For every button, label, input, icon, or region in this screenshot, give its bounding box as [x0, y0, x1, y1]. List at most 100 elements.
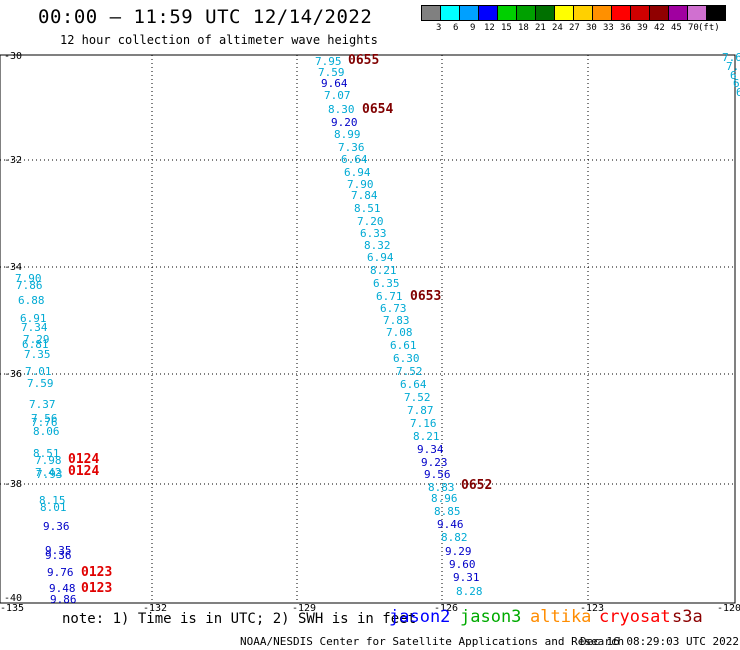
legend-label: 18 [518, 23, 529, 33]
legend-label: 24 [552, 23, 563, 33]
wave-height-value: 9.76 [47, 566, 74, 579]
pass-time-label: 0652 [461, 478, 493, 493]
wave-height-value: 7.52 [396, 365, 423, 378]
map-title: 00:00 — 11:59 UTC 12/14/2022 [38, 6, 373, 28]
latitude-tick-label: -40 [4, 593, 23, 604]
latitude-tick-label: -36 [4, 369, 23, 380]
legend-swatch [440, 5, 460, 21]
wave-height-value: 9.35 [45, 544, 72, 557]
legend-swatch [478, 5, 498, 21]
wave-height-value: 7.29 [23, 333, 50, 346]
legend-label: 12 [484, 23, 495, 33]
legend-label: 3 [436, 23, 442, 33]
wave-height-value: 9.46 [437, 518, 464, 531]
legend-unit: (ft) [698, 23, 720, 33]
wave-height-value: 7.37 [29, 398, 56, 411]
wave-height-value: 7.16 [410, 417, 437, 430]
legend-swatch [649, 5, 669, 21]
longitude-tick-label: -123 [580, 603, 605, 614]
longitude-tick-label: -120 [717, 603, 740, 614]
wave-height-value: 7.93 [36, 468, 63, 481]
wave-height-value: 8.83 [428, 481, 455, 494]
wave-height-value: 7.90 [347, 178, 374, 191]
map-subtitle: 12 hour collection of altimeter wave hei… [60, 33, 378, 47]
legend-label: 70 [688, 23, 699, 33]
wave-height-value: 7.59 [318, 66, 345, 79]
legend-swatch [421, 5, 441, 21]
wave-height-value: 7.6 [722, 51, 740, 64]
wave-height-value: 6.94 [344, 166, 371, 179]
legend-swatch [535, 5, 555, 21]
wave-height-value: 6 [733, 77, 740, 90]
wave-height-value: 9.64 [321, 77, 348, 90]
wave-height-value: 9.48 [49, 582, 76, 595]
credit-line: NOAA/NESDIS Center for Satellite Applica… [240, 635, 625, 648]
wave-height-value: 7.34 [21, 321, 48, 334]
wave-height-value: 8.15 [39, 494, 66, 507]
wave-height-value: 6.91 [20, 312, 47, 325]
legend-labels: 3 6 9 12 15 18 21 24 27 30 33 36 39 42 45 70 (ft) [422, 21, 726, 33]
wave-height-value: 8.21 [413, 430, 440, 443]
wave-height-value: 7.36 [338, 141, 365, 154]
wave-height-value: 7.20 [357, 215, 384, 228]
wave-height-value: 7.08 [386, 326, 413, 339]
wave-height-value: 9.36 [45, 549, 72, 562]
wave-height-value: 8.32 [364, 239, 391, 252]
wave-height-value: 7.52 [404, 391, 431, 404]
wave-height-value: 6.64 [400, 378, 427, 391]
legend-swatch [497, 5, 517, 21]
legend-swatch [554, 5, 574, 21]
legend-label: 21 [535, 23, 546, 33]
wave-height-value: 8.85 [434, 505, 461, 518]
wave-height-value: 6.88 [18, 294, 45, 307]
sat-jason2: jason2 [389, 607, 451, 627]
wave-height-value: 6 [730, 69, 737, 82]
pass-time-label: 0654 [362, 102, 394, 117]
legend-label: 42 [654, 23, 665, 33]
wave-height-value: 7.07 [324, 89, 351, 102]
wave-height-value: 9.31 [453, 571, 480, 584]
legend-label: 33 [603, 23, 614, 33]
wave-height-value: 6.64 [341, 153, 368, 166]
wave-height-value: 8.30 [328, 103, 355, 116]
wave-height-value: 8.28 [456, 585, 483, 598]
longitude-tick-label: -126 [434, 603, 459, 614]
wave-height-value: 7.01 [25, 365, 52, 378]
wave-height-value: 9.56 [424, 468, 451, 481]
legend-label: 27 [569, 23, 580, 33]
wave-height-value: 7.35 [24, 348, 51, 361]
wave-height-value: 8.99 [334, 128, 361, 141]
map-frame [0, 54, 736, 604]
legend-label: 15 [501, 23, 512, 33]
generation-timestamp: Dec 16 08:29:03 UTC 2022 [580, 635, 739, 648]
wave-height-value: 6.61 [390, 339, 417, 352]
legend-label: 30 [586, 23, 597, 33]
wave-height-value: 7.6 [726, 60, 740, 73]
wave-height-value: 9.36 [43, 520, 70, 533]
wave-height-value: 7.83 [383, 314, 410, 327]
legend-swatch [573, 5, 593, 21]
wave-height-value: 6 [736, 86, 740, 99]
legend-swatch [516, 5, 536, 21]
pass-time-label: 0653 [410, 289, 442, 304]
legend-swatch [459, 5, 479, 21]
legend-swatch [611, 5, 631, 21]
wave-height-value: 9.34 [417, 443, 444, 456]
wave-height-value: 9.86 [50, 593, 77, 606]
wave-height-value: 7.86 [16, 279, 43, 292]
wave-height-value: 7.90 [15, 272, 42, 285]
graticule-grid [0, 55, 735, 603]
wave-height-value: 9.60 [449, 558, 476, 571]
pass-time-label: 0123 [81, 565, 113, 580]
pass-time-label: 0655 [348, 53, 380, 68]
latitude-tick-label: -30 [4, 51, 23, 62]
legend-label: 36 [620, 23, 631, 33]
longitude-tick-label: -132 [143, 603, 168, 614]
legend-label: 6 [453, 23, 459, 33]
wave-height-value: 8.51 [33, 447, 60, 460]
wave-height-value: 6.73 [380, 302, 407, 315]
latitude-tick-label: -32 [4, 155, 23, 166]
wave-height-value: 7.87 [407, 404, 434, 417]
legend-swatch [592, 5, 612, 21]
